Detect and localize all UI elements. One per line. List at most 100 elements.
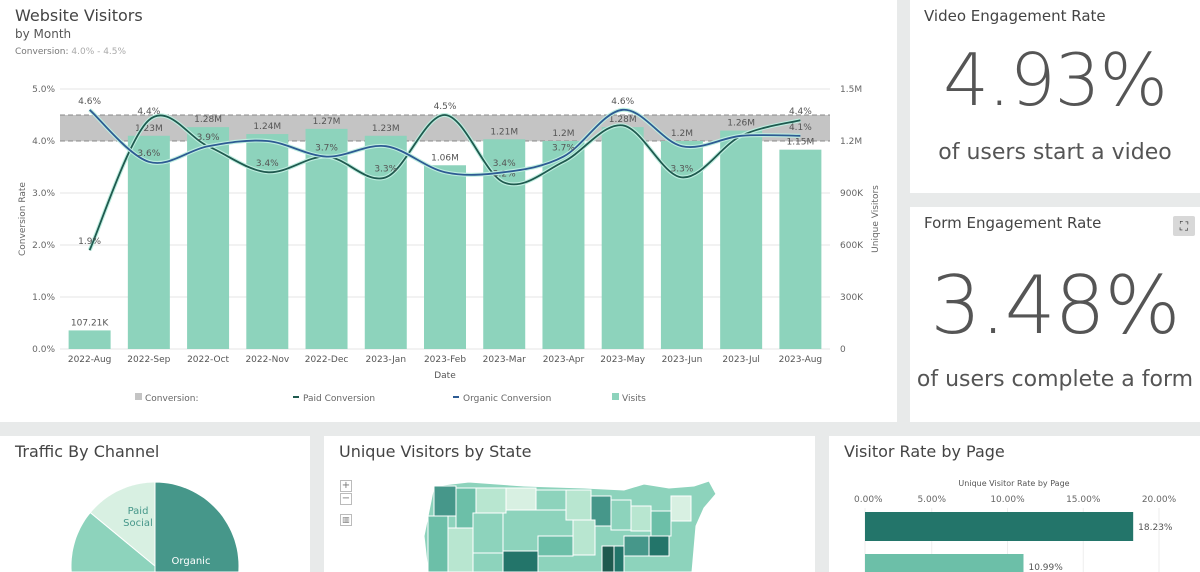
y-right-tick: 900K xyxy=(840,189,864,199)
legend-item: Conversion: xyxy=(145,394,199,404)
website-visitors-chart: 0.0% 0 1.0% 300K 2.0% 600K 3.0% 900K 4.0% 1.2M 5.0… xyxy=(18,85,881,404)
conversion-label: Conversion: xyxy=(15,47,69,57)
point-label: 3.4% xyxy=(493,159,516,169)
form-engagement-panel: Form Engagement Rate ⛶ 3.48% of users co… xyxy=(910,207,1200,422)
bar-label: 1.24M xyxy=(253,122,281,132)
x-tick: 2023-Jan xyxy=(366,355,407,365)
expand-icon[interactable]: ⛶ xyxy=(1173,216,1195,236)
zoom-out-button[interactable]: − xyxy=(340,493,352,505)
legend-swatch xyxy=(453,396,459,398)
y-right-tick: 0 xyxy=(840,345,846,355)
zoom-in-button[interactable]: + xyxy=(340,480,352,492)
visits-bar xyxy=(68,330,111,349)
x-tick: 2023-Jun xyxy=(662,355,703,365)
visits-bar xyxy=(305,128,348,349)
legend-item: Visits xyxy=(622,394,646,404)
x-tick: 2023-Jul xyxy=(722,355,760,365)
legend-item: Paid Conversion xyxy=(303,394,375,404)
legend-swatch xyxy=(135,393,142,400)
pie-slice xyxy=(89,481,156,568)
point-label: 4.4% xyxy=(137,107,160,117)
kpi-value: 4.93% xyxy=(943,38,1168,122)
pie-label: Paid xyxy=(128,506,149,517)
bar-label: 107.21K xyxy=(71,318,109,328)
legend-swatch xyxy=(612,393,619,400)
x-tick: 2023-Apr xyxy=(543,355,585,365)
y-left-tick: 3.0% xyxy=(32,189,55,199)
y-right-tick: 1.5M xyxy=(840,85,862,95)
conversion-range: Conversion: 4.0% - 4.5% xyxy=(15,47,126,57)
visits-bar xyxy=(542,141,585,349)
visits-bar xyxy=(720,130,763,349)
website-visitors-panel: 0.0% 0 1.0% 300K 2.0% 600K 3.0% 900K 4.0% 1.2M 5.0… xyxy=(0,0,897,422)
visits-bar xyxy=(127,135,170,349)
y-left-tick: 4.0% xyxy=(32,137,55,147)
bar-label: 1.2M xyxy=(552,129,574,139)
bar-label: 10.99% xyxy=(1028,563,1063,572)
chart-toggle-icon[interactable]: ▥ xyxy=(340,514,352,526)
kpi-caption: of users start a video xyxy=(938,140,1172,165)
series-line xyxy=(88,114,801,251)
bar-label: 1.28M xyxy=(194,115,222,125)
point-label: 1.9% xyxy=(78,237,101,247)
visitor-rate-bar-chart: Unique Visitor Rate by Page 0.00% 5.00% 10.… xyxy=(854,479,1177,572)
y-left-label: Conversion Rate xyxy=(18,182,28,256)
panel-title: Traffic By Channel xyxy=(15,442,160,461)
visits-bar xyxy=(424,165,466,349)
visits-bar xyxy=(364,135,407,349)
bar-label: 18.23% xyxy=(1138,523,1173,533)
point-label: 3.3% xyxy=(670,164,693,174)
panel-title: Website Visitors xyxy=(15,6,143,25)
bar-label: 1.2M xyxy=(671,129,693,139)
y-left-tick: 5.0% xyxy=(32,85,55,95)
y-right-tick: 1.2M xyxy=(840,137,862,147)
bar-label: 1.27M xyxy=(313,117,341,127)
x-tick: 5.00% xyxy=(917,495,946,505)
panel-subtitle: by Month xyxy=(15,27,72,41)
visits-bar xyxy=(601,127,644,349)
x-axis-label: Date xyxy=(434,371,456,381)
legend-item: Organic Conversion xyxy=(463,394,551,404)
page-bar xyxy=(865,554,1024,572)
traffic-by-channel-panel: Traffic By Channel Organic Paid Social xyxy=(0,436,310,572)
x-tick: 2023-Mar xyxy=(483,355,526,365)
visitor-rate-by-page-panel: Visitor Rate by Page Unique Visitor Rate… xyxy=(829,436,1200,572)
panel-title: Form Engagement Rate xyxy=(924,214,1102,232)
point-label: 3.3% xyxy=(374,164,397,174)
series-line xyxy=(89,108,801,176)
video-engagement-panel: Video Engagement Rate 4.93% of users sta… xyxy=(910,0,1200,193)
pie-slice xyxy=(70,511,156,572)
bar-label: 1.26M xyxy=(727,119,755,129)
x-tick: 2022-Aug xyxy=(68,355,112,365)
visits-bar xyxy=(779,149,822,349)
panel-title: Visitor Rate by Page xyxy=(844,442,1005,461)
legend-swatch xyxy=(293,396,299,398)
y-right-label: Unique Visitors xyxy=(871,185,881,253)
page-bar xyxy=(865,512,1134,541)
point-label: 3.4% xyxy=(256,159,279,169)
x-tick: 10.00% xyxy=(990,495,1025,505)
x-tick: 2022-Dec xyxy=(305,355,349,365)
point-label: 3.6% xyxy=(137,149,160,159)
point-label: 4.6% xyxy=(78,97,101,107)
x-tick: 20.00% xyxy=(1142,495,1177,505)
bar-label: 1.23M xyxy=(135,124,163,134)
pie-label: Organic xyxy=(172,556,211,567)
visitors-by-state-panel: Unique Visitors by State + − ▥ xyxy=(324,436,815,572)
x-tick: 2023-Aug xyxy=(779,355,823,365)
y-left-tick: 0.0% xyxy=(32,345,55,355)
x-tick: 2023-Feb xyxy=(424,355,466,365)
point-label: 3.7% xyxy=(315,144,338,154)
us-map[interactable] xyxy=(324,436,815,572)
y-right-tick: 600K xyxy=(840,241,864,251)
bar-label: 1.23M xyxy=(372,124,400,134)
conversion-value: 4.0% - 4.5% xyxy=(71,47,127,57)
visits-bar xyxy=(187,127,230,349)
point-label: 4.1% xyxy=(789,123,812,133)
bar-label: 1.21M xyxy=(490,127,518,137)
x-tick: 15.00% xyxy=(1066,495,1101,505)
point-label: 4.4% xyxy=(789,107,812,117)
state-shapes xyxy=(427,485,692,572)
conversion-band xyxy=(60,115,830,141)
